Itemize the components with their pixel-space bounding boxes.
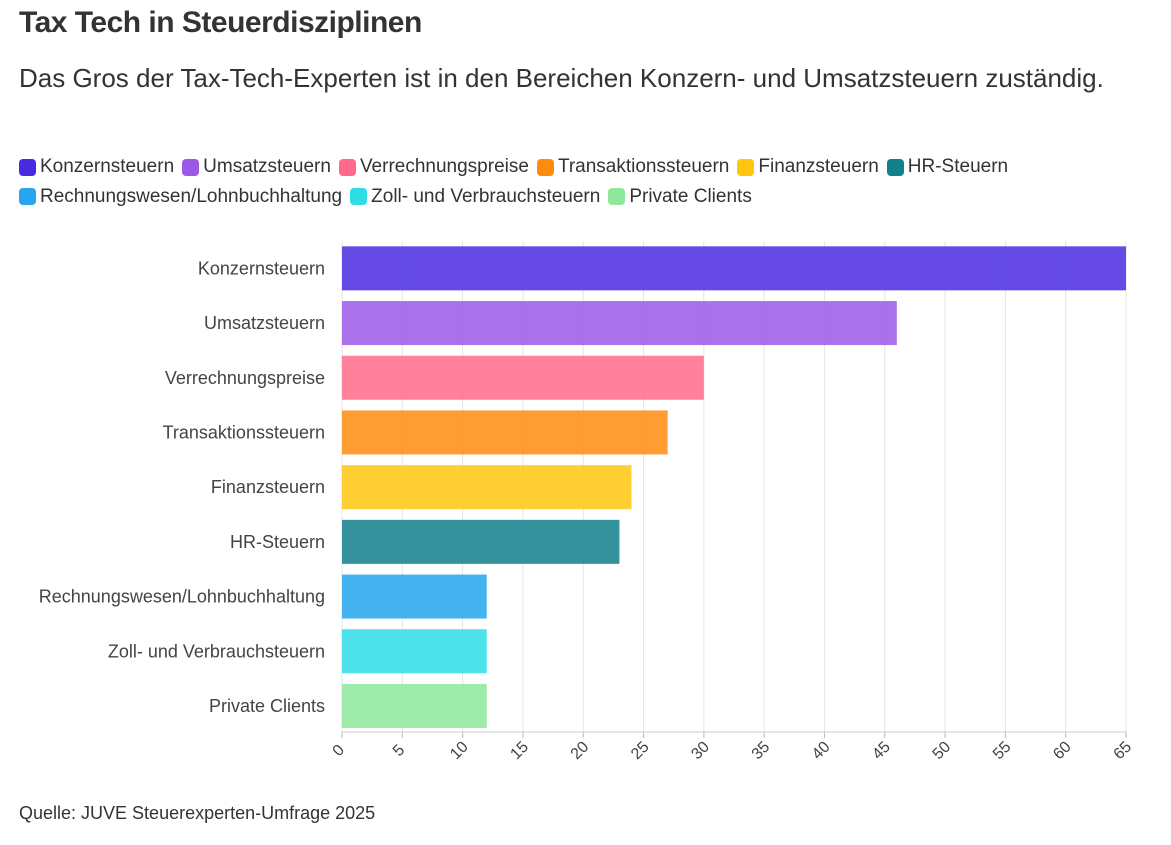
legend-label: Zoll- und Verbrauchsteuern [371,185,601,207]
legend-item[interactable]: Verrechnungspreise [338,154,529,180]
legend-label: HR-Steuern [907,156,1009,177]
x-tick-label: 45 [869,738,894,763]
category-label: Rechnungswesen/Lohnbuchhaltung [39,587,325,607]
legend-item[interactable]: Private Clients [608,184,752,210]
legend-swatch [19,188,36,205]
x-tick-label: 25 [628,738,653,763]
legend-label: Transaktionssteuern [557,156,730,177]
chart-title: Tax Tech in Steuerdisziplinen [19,6,422,39]
legend-swatch [350,188,368,205]
legend-item[interactable]: Konzernsteuern [19,154,174,180]
bar [342,574,487,619]
chart-subtitle: Das Gros der Tax-Tech-Experten ist in de… [19,63,1104,93]
legend-swatch [886,158,904,176]
legend-swatch [19,158,36,176]
x-tick-label: 40 [809,738,834,763]
x-tick-label: 55 [990,738,1015,763]
bar [342,519,620,564]
legend-swatch [338,158,356,176]
bar [342,465,632,510]
legend-item[interactable]: Rechnungswesen/Lohnbuchhaltung [19,184,342,210]
legend-label: Finanzsteuern [758,156,879,177]
x-tick-label: 0 [330,742,348,760]
category-label: Konzernsteuern [198,258,325,278]
x-tick-label: 35 [749,738,774,763]
category-label: Zoll- und Verbrauchsteuern [108,641,325,661]
legend-item[interactable]: Transaktionssteuern [536,154,730,180]
x-tick-label: 15 [507,738,532,763]
legend-label: Private Clients [629,185,752,207]
category-label: HR-Steuern [230,532,325,552]
legend-item[interactable]: Zoll- und Verbrauchsteuern [350,184,600,210]
legend-swatch [737,158,755,176]
x-tick-label: 50 [930,738,955,763]
legend-swatch [608,188,626,205]
category-label: Finanzsteuern [211,477,325,497]
x-tick-label: 20 [568,738,593,763]
x-tick-label: 30 [688,738,713,763]
legend-swatch [182,158,200,176]
legend-item[interactable]: Finanzsteuern [737,154,879,180]
category-label: Umsatzsteuern [204,313,325,333]
legend-label: Konzernsteuern [40,156,175,177]
legend-item[interactable]: HR-Steuern [886,154,1009,180]
chart-source: Quelle: JUVE Steuerexperten-Umfrage 2025 [19,803,376,823]
bar [342,246,1126,291]
bar [342,629,487,674]
x-tick-label: 60 [1050,738,1075,763]
bar [342,355,704,400]
category-label: Private Clients [209,696,325,716]
chart-legend: Konzernsteuern Umsatzsteuern Verrechnungsp… [19,154,1139,213]
legend-label: Rechnungswesen/Lohnbuchhaltung [40,185,343,207]
category-label: Transaktionssteuern [163,422,325,442]
legend-label: Umsatzsteuern [203,156,331,177]
legend-swatch [536,158,554,176]
bar-chart: 0 5 10 15 20 25 30 35 40 45 50 55 60 65 Konzernsteuern… [39,241,1136,763]
x-tick-label: 65 [1111,738,1136,763]
category-label: Verrechnungspreise [165,368,325,388]
legend-item[interactable]: Umsatzsteuern [182,154,331,180]
x-tick-label: 5 [390,742,408,760]
bar [342,301,897,346]
bar [342,410,668,455]
bar [342,683,487,728]
legend-label: Verrechnungspreise [359,156,529,177]
x-tick-label: 10 [447,738,472,763]
